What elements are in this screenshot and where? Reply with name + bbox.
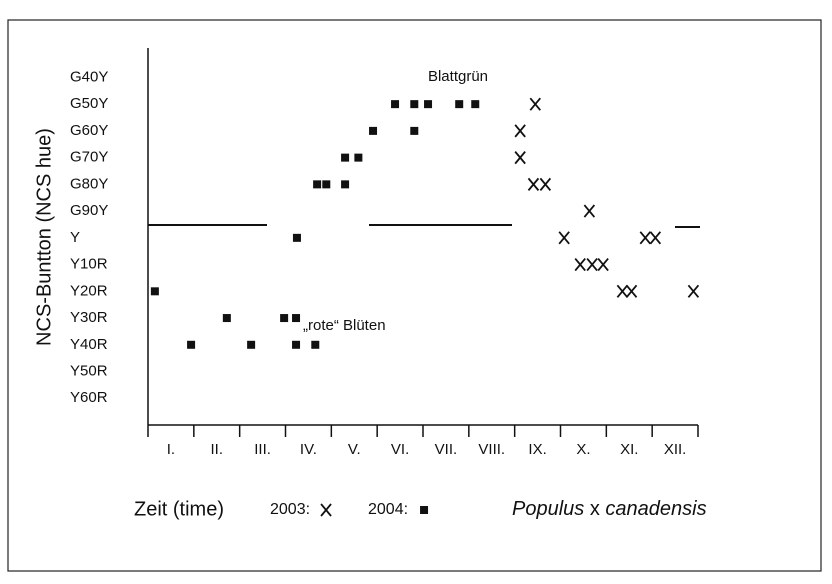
square-marker <box>341 180 350 189</box>
x-marker <box>583 204 596 218</box>
x-stroke <box>616 284 629 298</box>
square-marker <box>391 100 400 109</box>
x-marker <box>649 231 662 245</box>
x-marker <box>687 284 700 298</box>
x-category-label: VII. <box>435 441 458 458</box>
x-marker <box>527 177 540 191</box>
x-marker <box>625 284 638 298</box>
x-marker <box>558 231 570 245</box>
square-marker <box>311 340 320 349</box>
x-stroke <box>639 231 651 245</box>
x-stroke <box>514 151 526 165</box>
y-tick-label: Y60R <box>70 389 108 406</box>
square-marker <box>292 233 301 242</box>
square-marker <box>247 340 256 349</box>
x-stroke <box>558 231 570 245</box>
x-marker <box>616 284 629 298</box>
x-marker <box>320 503 332 517</box>
x-stroke <box>586 257 598 272</box>
x-stroke <box>320 503 332 517</box>
square-marker <box>341 153 350 162</box>
y-tick-label: G40Y <box>70 68 108 85</box>
y-tick-label: G60Y <box>70 122 108 139</box>
species-epithet: canadensis <box>605 498 706 520</box>
x-category-label: II. <box>210 441 223 458</box>
square-marker <box>292 340 301 349</box>
x-marker <box>514 151 526 165</box>
x-marker <box>529 97 541 111</box>
annotation: „rote“ Blüten <box>303 317 386 334</box>
x-category-label: III. <box>254 441 271 458</box>
x-marker <box>514 124 526 138</box>
square-marker <box>280 314 289 323</box>
x-stroke <box>514 124 526 138</box>
y-tick-label: G80Y <box>70 175 108 192</box>
x-category-label: V. <box>348 441 361 458</box>
x-stroke <box>574 257 586 272</box>
x-stroke <box>529 97 541 111</box>
y-tick-label: Y <box>70 229 80 246</box>
square-marker <box>150 287 159 296</box>
x-stroke <box>527 177 540 191</box>
y-tick-label: Y10R <box>70 256 108 273</box>
x-category-label: IV. <box>300 441 317 458</box>
legend-label: 2003: <box>270 501 310 518</box>
square-marker <box>424 100 433 109</box>
x-marker <box>586 257 598 272</box>
x-stroke <box>687 284 700 298</box>
x-category-label: X. <box>576 441 590 458</box>
square-marker <box>222 314 231 323</box>
x-category-label: XI. <box>620 441 638 458</box>
x-category-label: I. <box>167 441 175 458</box>
x-marker <box>574 257 586 272</box>
square-marker <box>369 126 378 135</box>
square-marker <box>292 314 301 323</box>
x-stroke <box>625 284 638 298</box>
species-genus: Populus <box>512 498 584 520</box>
y-tick-label: G50Y <box>70 95 108 112</box>
x-axis-label: Zeit (time) <box>134 498 224 520</box>
square-marker <box>420 506 429 514</box>
x-marker <box>539 177 552 191</box>
y-tick-label: G70Y <box>70 149 108 166</box>
y-tick-label: Y20R <box>70 282 108 299</box>
square-marker <box>455 100 464 109</box>
y-tick-label: Y30R <box>70 309 108 326</box>
y-tick-label: G90Y <box>70 202 108 219</box>
annotation: Blattgrün <box>428 68 488 85</box>
species-label: Populus x canadensis <box>512 498 707 520</box>
x-marker <box>597 257 609 272</box>
x-marker <box>639 231 651 245</box>
y-tick-label: Y50R <box>70 362 108 379</box>
square-marker <box>322 180 331 189</box>
square-marker <box>410 100 419 109</box>
legend-label: 2004: <box>368 501 408 518</box>
species-x: x <box>590 498 600 520</box>
frame <box>7 19 822 572</box>
x-category-label: VI. <box>391 441 409 458</box>
x-stroke <box>539 177 552 191</box>
square-marker <box>354 153 363 162</box>
y-axis-label: NCS-Buntton (NCS hue) <box>33 128 55 346</box>
x-category-label: IX. <box>528 441 546 458</box>
x-stroke <box>597 257 609 272</box>
x-stroke <box>649 231 662 245</box>
x-category-label: VIII. <box>478 441 505 458</box>
y-tick-label: Y40R <box>70 336 108 353</box>
square-marker <box>410 126 419 135</box>
x-stroke <box>583 204 596 218</box>
square-marker <box>187 340 196 349</box>
square-marker <box>313 180 322 189</box>
square-marker <box>471 100 480 109</box>
x-category-label: XII. <box>664 441 687 458</box>
